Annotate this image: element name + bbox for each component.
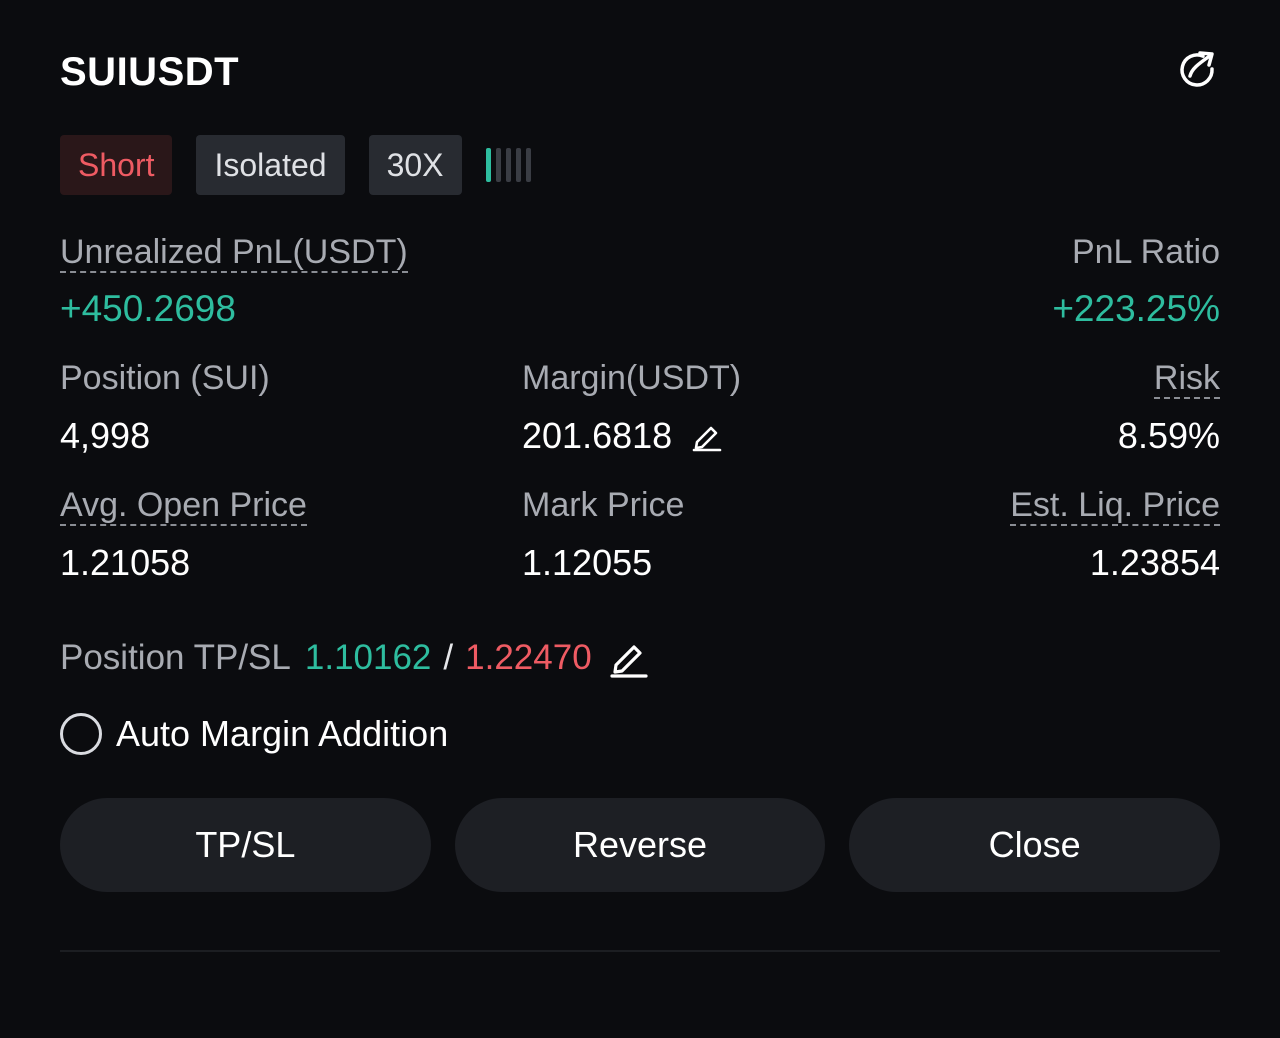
auto-margin-toggle[interactable]: Auto Margin Addition: [60, 712, 448, 756]
risk-level-indicator: [485, 147, 531, 183]
leverage-badge[interactable]: 30X: [368, 135, 462, 195]
divider: [60, 950, 1220, 952]
risk-label[interactable]: Risk: [1153, 359, 1220, 399]
tpsl-separator: /: [443, 638, 454, 677]
margin-value: 201.6818: [522, 415, 673, 456]
margin-value-row: 201.6818: [522, 414, 722, 458]
mark-price-value: 1.12055: [522, 542, 653, 583]
share-icon: [1176, 48, 1220, 97]
close-button[interactable]: Close: [849, 798, 1221, 892]
est-liq-price-value: 1.23854: [1089, 542, 1220, 583]
position-tpsl-row: Position TP/SL 1.10162 / 1.22470: [60, 636, 648, 680]
unrealized-pnl-block: Unrealized PnL(USDT): [60, 232, 408, 273]
est-liq-price-label[interactable]: Est. Liq. Price: [1010, 486, 1220, 526]
pnl-ratio-label: PnL Ratio: [1071, 233, 1220, 271]
margin-mode-badge[interactable]: Isolated: [196, 135, 345, 195]
pencil-icon: [692, 426, 722, 452]
unrealized-pnl-label[interactable]: Unrealized PnL(USDT): [60, 233, 408, 273]
position-tags: Short Isolated 30X: [60, 135, 531, 195]
margin-label: Margin(USDT): [522, 359, 742, 397]
tpsl-button[interactable]: TP/SL: [60, 798, 431, 892]
position-size-label: Position (SUI): [60, 359, 270, 397]
share-button[interactable]: [1176, 50, 1220, 94]
position-tpsl-label: Position TP/SL: [60, 638, 291, 677]
mark-price-label: Mark Price: [522, 486, 685, 524]
pnl-ratio-value: +223.25%: [1052, 288, 1220, 329]
edit-margin-button[interactable]: [692, 420, 722, 452]
pencil-icon: [610, 645, 648, 678]
sl-price: 1.22470: [465, 638, 592, 677]
symbol-title: SUIUSDT: [60, 50, 240, 94]
avg-open-price-value: 1.21058: [60, 542, 191, 583]
unrealized-pnl-value: +450.2698: [60, 288, 236, 329]
risk-value: 8.59%: [1117, 415, 1220, 456]
radio-unchecked-icon[interactable]: [60, 713, 102, 755]
reverse-button[interactable]: Reverse: [454, 798, 826, 892]
auto-margin-label: Auto Margin Addition: [116, 713, 449, 754]
position-card: SUIUSDT Short Isolated 30X Unrealized Pn…: [60, 0, 1221, 1038]
tp-price: 1.10162: [304, 638, 432, 677]
side-badge: Short: [60, 135, 173, 195]
position-size-value: 4,998: [60, 415, 151, 456]
position-actions: TP/SL Reverse Close: [60, 798, 1221, 892]
avg-open-price-label[interactable]: Avg. Open Price: [60, 486, 307, 526]
edit-tpsl-button[interactable]: [610, 638, 648, 678]
